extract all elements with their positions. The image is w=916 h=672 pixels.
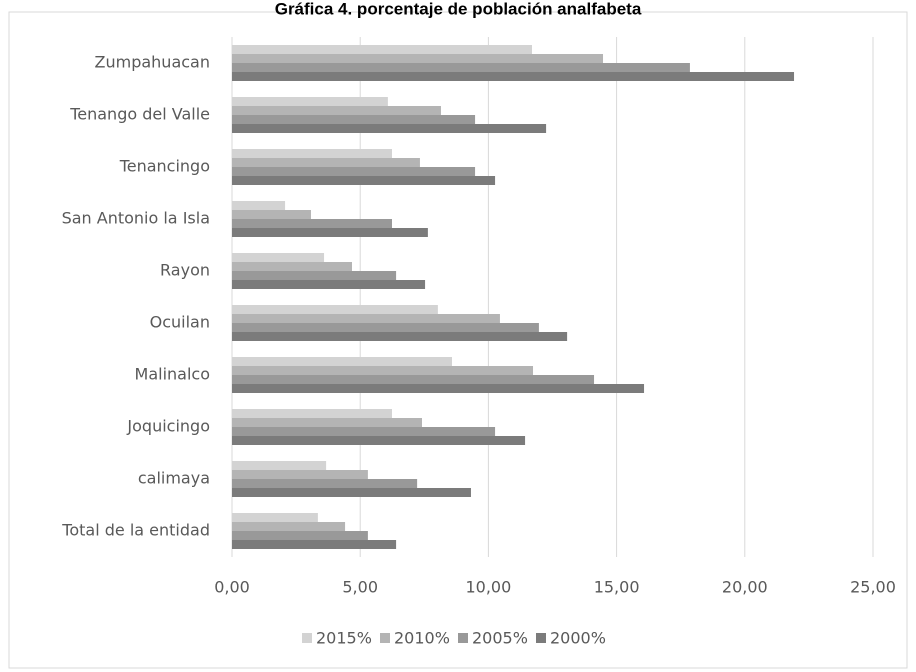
y-tick-label: Rayon	[160, 261, 210, 280]
bar	[232, 280, 426, 289]
x-tick-label: 25,00	[850, 578, 896, 597]
y-tick-label: Ocuilan	[150, 313, 210, 332]
x-tick-label: 10,00	[465, 578, 511, 597]
x-tick-label: 0,00	[214, 578, 250, 597]
y-tick-label: Joquicingo	[126, 417, 210, 436]
y-tick-label: San Antonio la Isla	[62, 209, 210, 228]
bar	[232, 219, 392, 228]
bar	[232, 124, 547, 133]
bar	[232, 54, 604, 63]
bar	[232, 210, 311, 219]
bar	[232, 384, 645, 393]
y-tick-label: Zumpahuacan	[95, 53, 210, 72]
legend-swatch	[536, 633, 546, 643]
bar	[232, 479, 418, 488]
x-tick-label: 5,00	[342, 578, 378, 597]
y-tick-label: Tenancingo	[119, 157, 210, 176]
bar	[232, 228, 428, 237]
bar	[232, 176, 496, 185]
bar	[232, 470, 368, 479]
chart-title: Gráfica 4. porcentaje de población analf…	[275, 0, 642, 18]
bar	[232, 262, 352, 271]
bar	[232, 314, 500, 323]
legend-label: 2015%	[316, 629, 372, 648]
bar	[232, 115, 476, 124]
bar	[232, 436, 526, 445]
y-tick-label: Tenango del Valle	[69, 105, 210, 124]
y-tick-label: Malinalco	[135, 365, 210, 384]
bar	[232, 513, 318, 522]
bar	[232, 253, 325, 262]
bar	[232, 531, 368, 540]
y-tick-label: calimaya	[138, 469, 210, 488]
bar	[232, 63, 690, 72]
bar	[232, 158, 420, 167]
legend-swatch	[380, 633, 390, 643]
bar	[232, 201, 286, 210]
bar	[232, 97, 388, 106]
legend-swatch	[302, 633, 312, 643]
bar	[232, 427, 496, 436]
bar	[232, 522, 346, 531]
bar	[232, 461, 327, 470]
bar	[232, 167, 476, 176]
legend-swatch	[458, 633, 468, 643]
bar	[232, 72, 795, 81]
bar	[232, 488, 471, 497]
legend-label: 2005%	[472, 629, 528, 648]
bar	[232, 323, 539, 332]
bar	[232, 106, 441, 115]
y-tick-label: Total de la entidad	[61, 521, 210, 540]
bar	[232, 305, 438, 314]
legend-label: 2000%	[550, 629, 606, 648]
bar	[232, 375, 595, 384]
bar	[232, 149, 392, 158]
bar	[232, 366, 534, 375]
bar	[232, 332, 568, 341]
bar	[232, 271, 397, 280]
x-tick-label: 15,00	[594, 578, 640, 597]
bar	[232, 540, 397, 549]
legend-label: 2010%	[394, 629, 450, 648]
bar	[232, 418, 422, 427]
bar	[232, 45, 532, 54]
bar	[232, 409, 392, 418]
bar	[232, 357, 452, 366]
x-tick-label: 20,00	[722, 578, 768, 597]
